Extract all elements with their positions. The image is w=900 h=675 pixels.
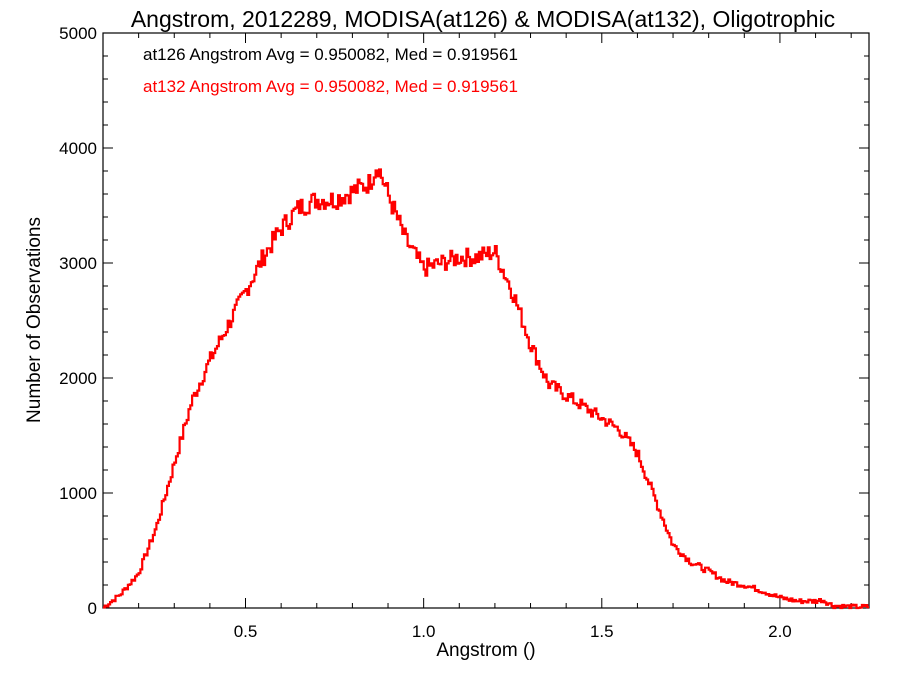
y-axis-label: Number of Observations: [24, 217, 45, 423]
x-tick-label: 0.5: [234, 622, 258, 641]
y-tick-label: 1000: [59, 484, 97, 503]
plot-frame: [102, 32, 870, 609]
axis-ticks: [102, 32, 869, 609]
annotation-at132-stats: at132 Angstrom Avg = 0.950082, Med = 0.9…: [143, 77, 518, 96]
y-tick-label: 2000: [59, 369, 97, 388]
x-tick-label: 1.5: [590, 622, 614, 641]
y-tick-label: 0: [88, 599, 97, 618]
x-tick-label: 2.0: [768, 622, 792, 641]
x-tick-label: 1.0: [412, 622, 436, 641]
annotation-at126-stats: at126 Angstrom Avg = 0.950082, Med = 0.9…: [143, 45, 518, 64]
y-tick-label: 3000: [59, 254, 97, 273]
y-tick-label: 5000: [59, 24, 97, 43]
x-axis-label: Angstrom (): [436, 640, 535, 661]
chart-title: Angstrom, 2012289, MODISA(at126) & MODIS…: [131, 6, 835, 32]
histogram-series-at132: [103, 168, 869, 610]
tick-labels: 0.5 1.0 1.5 2.0 0 1000 2000 3000 4000 5000: [59, 24, 792, 641]
y-tick-label: 4000: [59, 139, 97, 158]
